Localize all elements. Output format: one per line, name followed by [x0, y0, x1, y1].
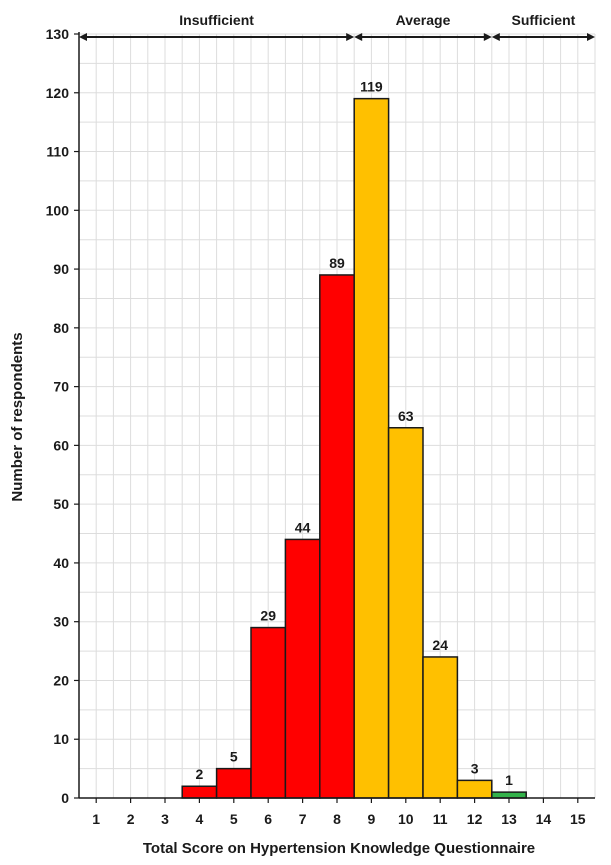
x-tick-label: 4: [196, 811, 204, 827]
x-tick-label: 12: [467, 811, 483, 827]
y-axis-label: Number of respondents: [9, 332, 26, 501]
bar-value-label: 119: [360, 79, 383, 95]
y-tick-label: 0: [61, 790, 69, 806]
range-arrowhead-left: [79, 33, 87, 41]
y-tick-label: 130: [46, 26, 70, 42]
range-arrowhead-left: [491, 33, 500, 41]
bar-9: [353, 97, 390, 799]
bar-12: [456, 779, 493, 799]
range-arrowhead-left: [354, 33, 363, 41]
y-tick-label: 30: [53, 614, 69, 630]
y-tick-label: 90: [53, 261, 69, 277]
x-tick-label: 8: [333, 811, 341, 827]
x-tick-label: 13: [501, 811, 517, 827]
bar-value-label: 5: [230, 749, 238, 765]
x-axis-label: Total Score on Hypertension Knowledge Qu…: [143, 840, 535, 857]
bar-6: [250, 626, 287, 799]
bar-7: [284, 538, 321, 799]
x-tick-label: 5: [230, 811, 238, 827]
bar-value-label: 44: [295, 519, 311, 535]
x-tick-label: 15: [570, 811, 586, 827]
x-tick-label: 10: [398, 811, 414, 827]
x-tick-label: 9: [368, 811, 376, 827]
y-tick-label: 120: [46, 85, 70, 101]
bar-value-label: 3: [471, 760, 479, 776]
x-tick-label: 1: [92, 811, 100, 827]
x-axis-ticks: 1 2 3 4 5 6 7 8 9 10 11 12 13 14 15: [92, 798, 586, 827]
bar-8: [319, 274, 355, 799]
bar-value-label: 63: [398, 408, 414, 424]
bar-4: [181, 785, 218, 799]
bar-value-label: 24: [432, 637, 448, 653]
y-tick-label: 70: [53, 379, 69, 395]
bar-13: [491, 791, 527, 799]
range-label: Sufficient: [512, 12, 576, 28]
y-tick-label: 80: [53, 320, 69, 336]
x-tick-label: 3: [161, 811, 169, 827]
bar-value-label: 1: [505, 772, 513, 788]
y-tick-label: 100: [46, 202, 70, 218]
y-tick-label: 110: [46, 144, 69, 160]
bar-value-label: 29: [260, 608, 276, 624]
y-tick-label: 60: [53, 437, 69, 453]
x-tick-label: 2: [127, 811, 135, 827]
y-tick-label: 50: [53, 496, 69, 512]
x-tick-label: 6: [264, 811, 272, 827]
y-axis-ticks: 0 10 20 30 40 50 60 70 80 90 100 110 120 130: [46, 26, 79, 806]
range-insufficient: Insufficient: [79, 12, 355, 41]
range-arrowhead-right: [346, 33, 355, 41]
range-arrowhead-right: [483, 33, 492, 41]
bar-value-labels: 2 5 29 44 89 119 63 24 3 1: [196, 79, 514, 788]
range-average: Average: [354, 12, 492, 41]
bar-10: [387, 427, 424, 799]
range-label: Average: [396, 12, 451, 28]
y-tick-label: 40: [53, 555, 69, 571]
range-sufficient: Sufficient: [491, 12, 595, 41]
x-tick-label: 11: [433, 811, 448, 827]
y-tick-label: 20: [53, 672, 69, 688]
bar-value-label: 2: [196, 766, 204, 782]
x-tick-label: 7: [299, 811, 307, 827]
bar-5: [215, 767, 252, 799]
range-label: Insufficient: [179, 12, 254, 28]
bars: [181, 97, 527, 799]
y-tick-label: 10: [53, 731, 69, 747]
bar-value-label: 89: [329, 255, 345, 271]
score-ranges: Insufficient Average Sufficient: [79, 12, 595, 41]
bar-11: [422, 656, 459, 799]
x-tick-label: 14: [536, 811, 552, 827]
range-arrowhead-right: [587, 33, 595, 41]
